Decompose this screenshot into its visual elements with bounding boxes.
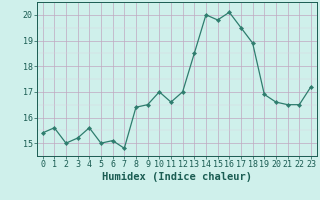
X-axis label: Humidex (Indice chaleur): Humidex (Indice chaleur)	[102, 172, 252, 182]
